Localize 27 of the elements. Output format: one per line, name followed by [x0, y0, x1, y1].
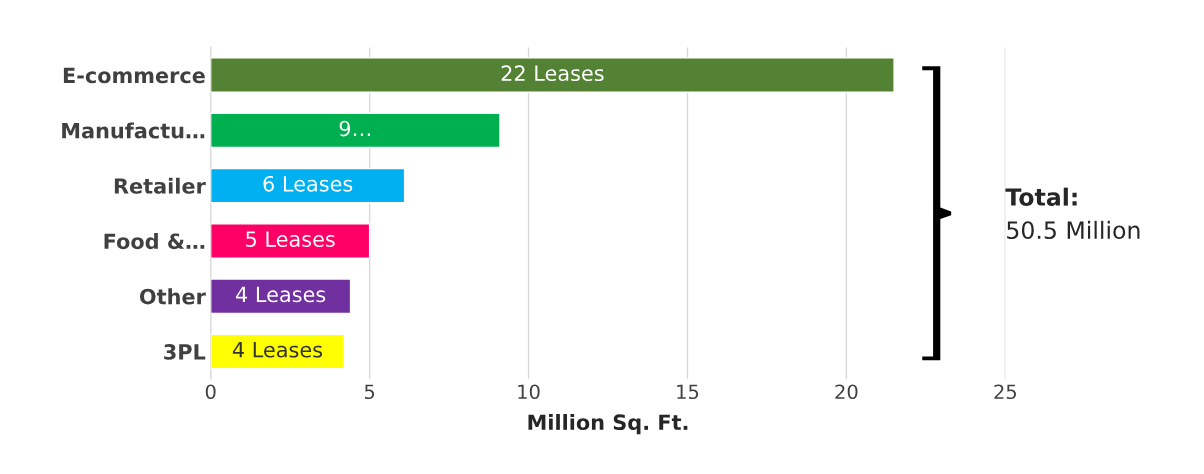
x-tick-label: 0	[205, 384, 216, 400]
y-tick-label: Retailer	[114, 177, 206, 194]
y-tick-label: E-commerce	[63, 67, 205, 84]
x-tick-label: 10	[518, 384, 540, 400]
x-tick-label: 5	[364, 384, 375, 400]
data-label: 22 Leases	[501, 65, 604, 82]
data-label: 4 Leases	[236, 286, 326, 303]
y-tick-label: Manufactu…	[62, 122, 205, 139]
y-tick-label: 3PL	[164, 344, 206, 360]
text: Total:	[1005, 187, 1077, 206]
bar	[210, 112, 501, 149]
x-tick-label: 15	[677, 384, 699, 400]
bar	[210, 278, 352, 315]
x-axis-title: Million Sq. Ft.	[528, 413, 688, 435]
bar	[210, 167, 406, 204]
bar	[210, 57, 895, 93]
bar	[210, 223, 371, 259]
data-label: 9…	[339, 120, 370, 137]
x-tick-label: 25	[994, 384, 1017, 400]
data-label: 6 Leases	[263, 175, 353, 192]
data-label: 5 Leases	[246, 231, 335, 247]
text: 50.5 Million	[1007, 220, 1140, 240]
x-tick-label: 20	[835, 384, 858, 400]
y-tick-label: Food &…	[104, 233, 205, 250]
data-label: 4 Leases	[232, 342, 323, 358]
y-tick-label: Other	[139, 288, 206, 305]
bar	[210, 333, 345, 370]
